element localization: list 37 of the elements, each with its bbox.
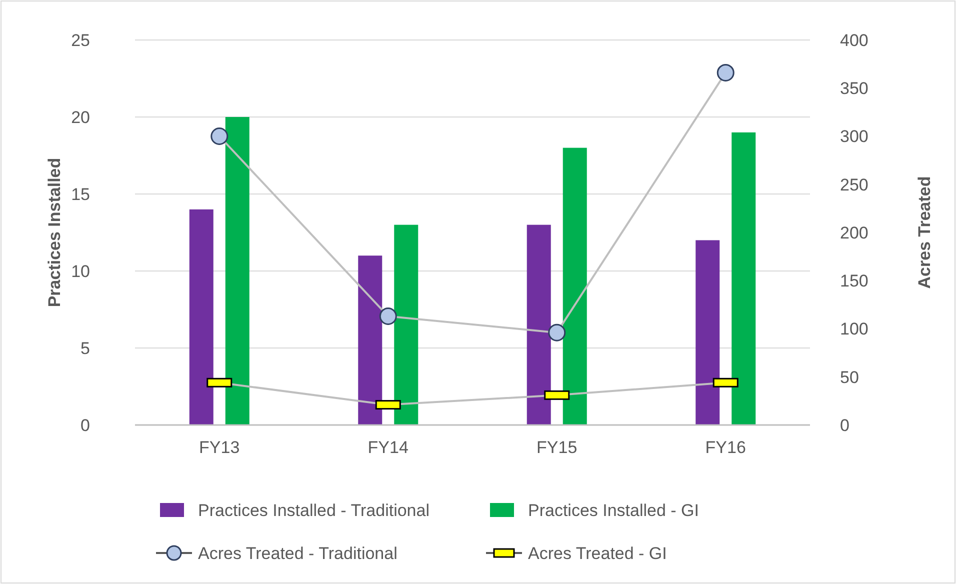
y2-tick-label: 0 — [840, 416, 850, 435]
bar — [394, 224, 418, 425]
y2-tick-label: 200 — [840, 223, 868, 242]
y-axis-title: Practices Installed — [45, 158, 64, 308]
bar — [225, 117, 250, 425]
y-tick-label: 20 — [71, 108, 90, 127]
y-tick-label: 5 — [80, 338, 90, 358]
y2-tick-label: 50 — [840, 368, 859, 387]
y2-tick-label: 150 — [840, 272, 868, 291]
bar — [732, 132, 756, 425]
y-tick-label: 15 — [71, 184, 90, 204]
legend-label: Practices Installed - GI — [528, 500, 700, 520]
x-tick-label: FY14 — [368, 438, 408, 457]
y2-tick-label: 250 — [840, 175, 868, 194]
y-tick-label: 25 — [71, 30, 90, 50]
bar — [562, 148, 587, 425]
point — [210, 128, 228, 145]
bar — [696, 240, 720, 425]
point — [548, 324, 566, 342]
point — [716, 64, 734, 82]
y2-tick-label: 400 — [840, 30, 868, 50]
bar — [189, 209, 214, 425]
y-tick-label: 0 — [80, 416, 90, 435]
y2-tick-label: 100 — [840, 320, 868, 339]
legend-label: Practices Installed - Traditional — [198, 500, 430, 520]
y2-axis-title: Acres Treated — [915, 176, 934, 289]
x-tick-label: FY16 — [705, 438, 746, 457]
legend-label: Acres Treated - GI — [528, 544, 667, 563]
x-tick-label: FY13 — [199, 438, 240, 457]
y-tick-label: 10 — [71, 262, 90, 281]
y2-tick-label: 300 — [840, 127, 868, 146]
point — [379, 307, 397, 325]
legend-label: Acres Treated - Traditional — [198, 544, 398, 563]
bar — [358, 256, 382, 425]
y2-tick-label: 350 — [840, 79, 868, 98]
bar — [526, 224, 551, 425]
x-tick-label: FY15 — [536, 438, 578, 457]
